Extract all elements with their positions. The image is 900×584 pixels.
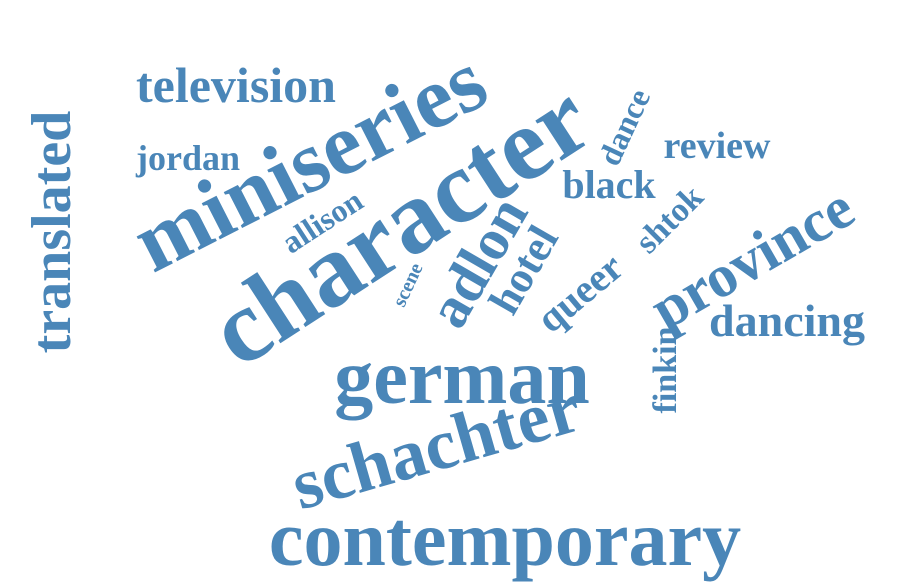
word-dancing: dancing [709, 295, 865, 346]
word-german: german [334, 333, 590, 420]
word-television: television [136, 57, 336, 113]
word-black: black [562, 162, 656, 207]
word-dance: dance [590, 83, 658, 171]
word-review: review [663, 125, 771, 167]
word-finkin: finkin [647, 326, 684, 414]
word-translated: translated [21, 110, 83, 354]
word-jordan: jordan [135, 138, 241, 178]
word-contemporary: contemporary [268, 495, 742, 582]
